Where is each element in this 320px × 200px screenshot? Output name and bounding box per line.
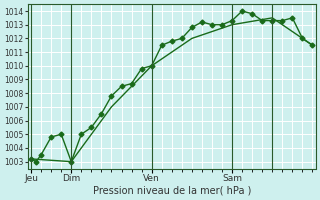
X-axis label: Pression niveau de la mer( hPa ): Pression niveau de la mer( hPa ) <box>92 186 251 196</box>
